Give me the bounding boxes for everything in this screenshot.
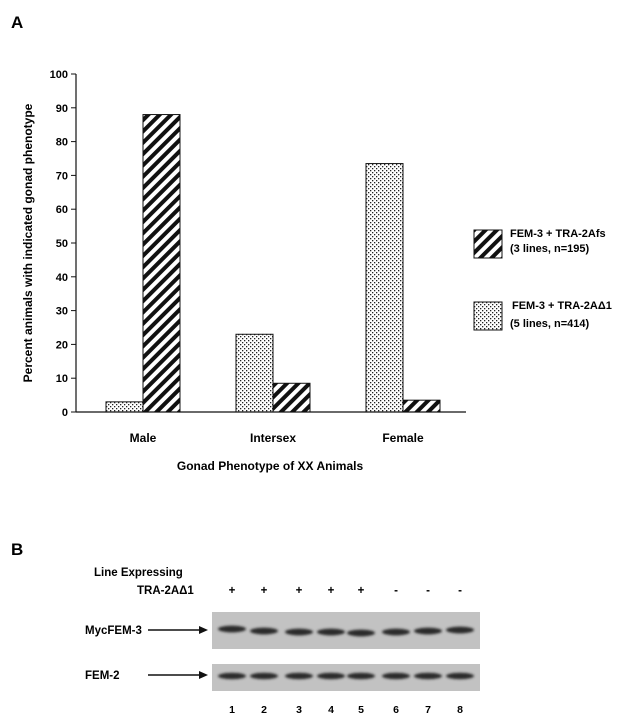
band-mycfem3 <box>218 625 246 633</box>
band-fem2 <box>347 672 375 680</box>
y-tick-label: 60 <box>56 204 68 216</box>
lane-sign: + <box>358 585 365 597</box>
legend-label-dotted-line2: (5 lines, n=414) <box>510 318 590 330</box>
band-fem2 <box>285 672 313 680</box>
blot-row-label-fem2: FEM-2 <box>85 670 120 682</box>
legend-entry-dotted: FEM-3 + TRA-2AΔ1 (5 lines, n=414) <box>473 300 612 331</box>
lane-sign: - <box>394 585 398 597</box>
y-tick-label: 70 <box>56 170 68 182</box>
y-tick-label: 0 <box>62 407 68 419</box>
lane-sign: + <box>229 585 236 597</box>
x-category-label: Intersex <box>250 431 296 445</box>
band-fem2 <box>317 672 345 680</box>
y-tick-label: 30 <box>56 306 68 318</box>
blot-row-label-mycfem3: MycFEM-3 <box>85 625 142 637</box>
x-category-label: Female <box>382 431 424 445</box>
band-mycfem3 <box>382 628 410 636</box>
y-tick-label: 100 <box>50 69 68 81</box>
y-tick-label: 20 <box>56 339 68 351</box>
bar-dotted-female <box>365 163 404 413</box>
bar-chart: 0 10 20 30 40 50 60 70 80 90 100 Male Intersex Femal… <box>21 69 466 473</box>
bar-dotted-intersex <box>235 333 274 413</box>
x-axis-categories: Male Intersex Female <box>130 431 424 445</box>
panel-a-letter: A <box>11 13 23 32</box>
band-fem2 <box>446 672 474 680</box>
lane-number: 8 <box>457 704 463 716</box>
western-blot: Line Expressing TRA-2AΔ1 + + + + + - - - MycFEM… <box>85 567 480 716</box>
legend-label-dotted-line1: FEM-3 + TRA-2AΔ1 <box>512 300 612 312</box>
lane-number: 3 <box>296 704 302 716</box>
bar-hatched-male <box>142 114 181 413</box>
band-mycfem3 <box>446 626 474 634</box>
y-tick-label: 90 <box>56 103 68 115</box>
lane-number: 6 <box>393 704 399 716</box>
band-fem2 <box>414 672 442 680</box>
legend-swatch-dotted <box>473 301 503 331</box>
arrow-fem2 <box>148 671 208 679</box>
y-axis-ticks: 0 10 20 30 40 50 60 70 80 90 100 <box>50 69 76 419</box>
band-fem2 <box>250 672 278 680</box>
y-tick-label: 80 <box>56 137 68 149</box>
y-tick-label: 40 <box>56 272 68 284</box>
band-mycfem3 <box>250 627 278 635</box>
lane-sign: + <box>328 585 335 597</box>
bars <box>105 114 441 413</box>
arrow-mycfem3 <box>148 626 208 634</box>
lane-number: 1 <box>229 704 235 716</box>
band-mycfem3 <box>414 627 442 635</box>
x-category-label: Male <box>130 431 157 445</box>
band-mycfem3 <box>317 628 345 636</box>
lane-number: 2 <box>261 704 267 716</box>
y-tick-label: 50 <box>56 238 68 250</box>
bar-hatched-female <box>402 399 441 413</box>
legend-swatch-hatched <box>473 229 503 259</box>
bar-dotted-male <box>105 401 144 413</box>
lane-number: 5 <box>358 704 364 716</box>
bands-mycfem3 <box>218 625 474 637</box>
band-mycfem3 <box>285 628 313 636</box>
legend-entry-hatched: FEM-3 + TRA-2Afs (3 lines, n=195) <box>473 228 606 259</box>
lane-number: 4 <box>328 704 334 716</box>
blot-header-line2: TRA-2AΔ1 <box>137 585 194 597</box>
y-tick-label: 10 <box>56 373 68 385</box>
legend-label-hatched-line2: (3 lines, n=195) <box>510 243 590 255</box>
panel-b-letter: B <box>11 540 23 559</box>
lane-sign: - <box>426 585 430 597</box>
lane-numbers: 1 2 3 4 5 6 7 8 <box>229 704 463 716</box>
blot-header-line1: Line Expressing <box>94 567 183 579</box>
band-mycfem3 <box>347 629 375 637</box>
x-axis-label: Gonad Phenotype of XX Animals <box>177 459 364 473</box>
chart-legend: FEM-3 + TRA-2Afs (3 lines, n=195) FEM-3 … <box>473 228 612 331</box>
y-axis-label: Percent animals with indicated gonad phe… <box>21 103 35 382</box>
lane-sign: + <box>261 585 268 597</box>
bands-fem2 <box>218 672 474 680</box>
lane-number: 7 <box>425 704 431 716</box>
legend-label-hatched-line1: FEM-3 + TRA-2Afs <box>510 228 606 240</box>
bar-hatched-intersex <box>272 382 311 413</box>
band-fem2 <box>218 672 246 680</box>
lane-sign: - <box>458 585 462 597</box>
lane-signs: + + + + + - - - <box>229 585 462 597</box>
lane-sign: + <box>296 585 303 597</box>
band-fem2 <box>382 672 410 680</box>
